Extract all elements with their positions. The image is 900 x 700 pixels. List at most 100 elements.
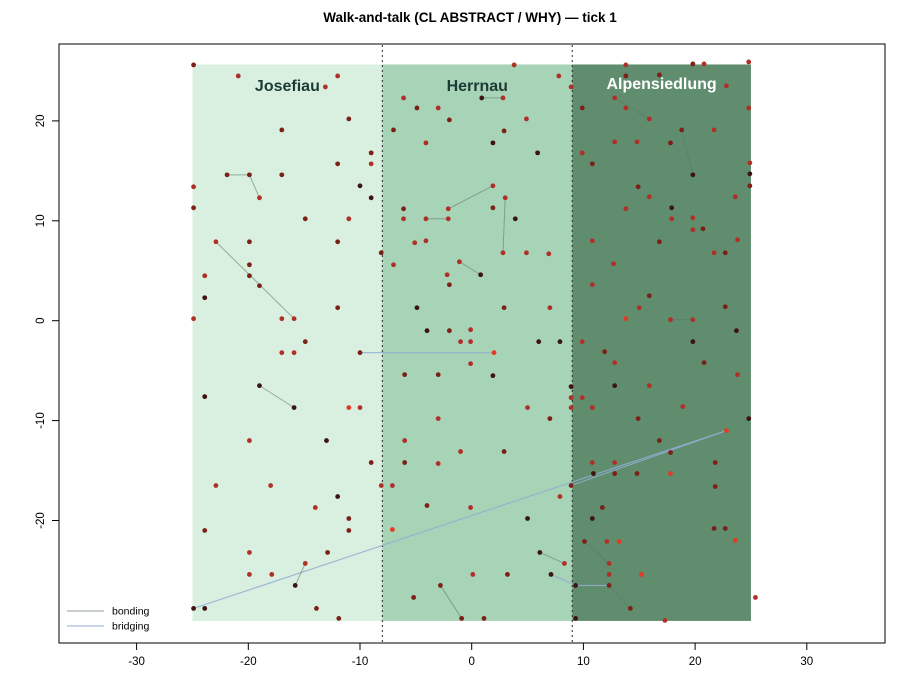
scatter-point (635, 416, 641, 422)
scatter-point (668, 140, 673, 146)
scatter-point (700, 226, 706, 232)
scatter-point (690, 215, 696, 221)
scatter-point (446, 328, 452, 334)
scatter-point (302, 561, 308, 566)
plot-title: Walk-and-talk (CL ABSTRACT / WHY) — tick… (323, 10, 617, 25)
scatter-point (589, 282, 595, 288)
bonding-edge (294, 563, 306, 586)
scatter-point (346, 116, 352, 122)
scatter-point (368, 460, 374, 465)
scatter-point (391, 262, 396, 268)
scatter-point (753, 595, 758, 600)
scatter-point (357, 183, 363, 189)
scatter-point (612, 460, 618, 465)
scatter-point (235, 73, 241, 79)
scatter-point (202, 394, 208, 400)
scatter-point (322, 84, 328, 90)
scatter-point (368, 161, 374, 167)
scatter-point (722, 304, 728, 310)
scatter-point (314, 606, 319, 611)
scatter-point (191, 316, 196, 322)
scatter-point (646, 194, 652, 200)
scatter-point (324, 438, 329, 443)
scatter-point (623, 316, 629, 322)
scatter-point (470, 572, 476, 577)
scatter-point (722, 250, 728, 256)
scatter-point (411, 595, 417, 600)
scatter-point (606, 572, 612, 577)
scatter-point (579, 105, 585, 111)
scatter-point (557, 339, 563, 345)
scatter-point (490, 183, 496, 189)
scatter-point (669, 205, 675, 211)
scatter-point (346, 405, 352, 411)
scatter-point (562, 561, 567, 566)
scatter-point (579, 339, 585, 345)
scatter-point (490, 140, 496, 146)
bonding-edge (215, 241, 295, 320)
scatter-point (402, 438, 408, 443)
scatter-point (732, 194, 738, 200)
scatter-point (711, 526, 717, 531)
scatter-point (202, 606, 208, 611)
scatter-point (501, 128, 507, 134)
y-tick-label: 0 (35, 317, 47, 323)
bonding-edge (584, 541, 610, 564)
scatter-point (712, 460, 718, 465)
scatter-point (423, 238, 429, 244)
scatter-point (247, 239, 252, 245)
scatter-point (491, 350, 497, 356)
scatter-point (402, 460, 408, 465)
scatter-point (446, 282, 452, 288)
x-tick-label: 10 (577, 656, 590, 668)
scatter-point (746, 416, 752, 422)
x-tick-label: 30 (800, 656, 813, 668)
district-label-josefiau: Josefiau (255, 78, 320, 95)
scatter-point (668, 450, 673, 455)
scatter-point (401, 206, 406, 212)
x-tick-label: 20 (689, 656, 702, 668)
bonding-edge (448, 185, 494, 210)
scatter-point (690, 317, 696, 323)
scatter-point (335, 305, 341, 311)
scatter-point (490, 205, 496, 211)
scatter-point (202, 295, 208, 301)
scatter-point (458, 339, 463, 345)
scatter-point (502, 195, 508, 201)
scatter-point (612, 471, 618, 476)
scatter-point (746, 59, 752, 65)
bridging-edge (193, 430, 727, 609)
scatter-point (712, 484, 718, 489)
scatter-point (357, 405, 363, 411)
scatter-point (537, 550, 543, 555)
bonding-edge (248, 174, 260, 199)
scatter-point (656, 72, 662, 78)
scatter-point (735, 372, 740, 378)
scatter-point (335, 73, 341, 79)
scatter-point (444, 272, 450, 278)
scatter-point (414, 305, 420, 311)
scatter-point (589, 460, 595, 465)
scatter-point (357, 350, 363, 356)
scatter-point (191, 606, 196, 611)
scatter-point (423, 216, 429, 222)
scatter-point (291, 350, 297, 356)
scatter-point (525, 405, 530, 411)
scatter-point (336, 616, 342, 621)
scatter-point (512, 216, 518, 222)
scatter-point (589, 516, 595, 521)
scatter-point (402, 372, 408, 378)
scatter-point (257, 195, 262, 201)
scatter-point (435, 461, 441, 466)
legend-label-bridging: bridging (112, 621, 150, 633)
scatter-point (579, 395, 585, 401)
scatter-point (690, 61, 696, 67)
bridging-edge (570, 430, 727, 487)
scatter-point (335, 494, 341, 499)
scatter-point (568, 395, 574, 401)
scatter-point (606, 583, 612, 588)
scatter-point (424, 503, 430, 508)
scatter-point (690, 172, 696, 178)
